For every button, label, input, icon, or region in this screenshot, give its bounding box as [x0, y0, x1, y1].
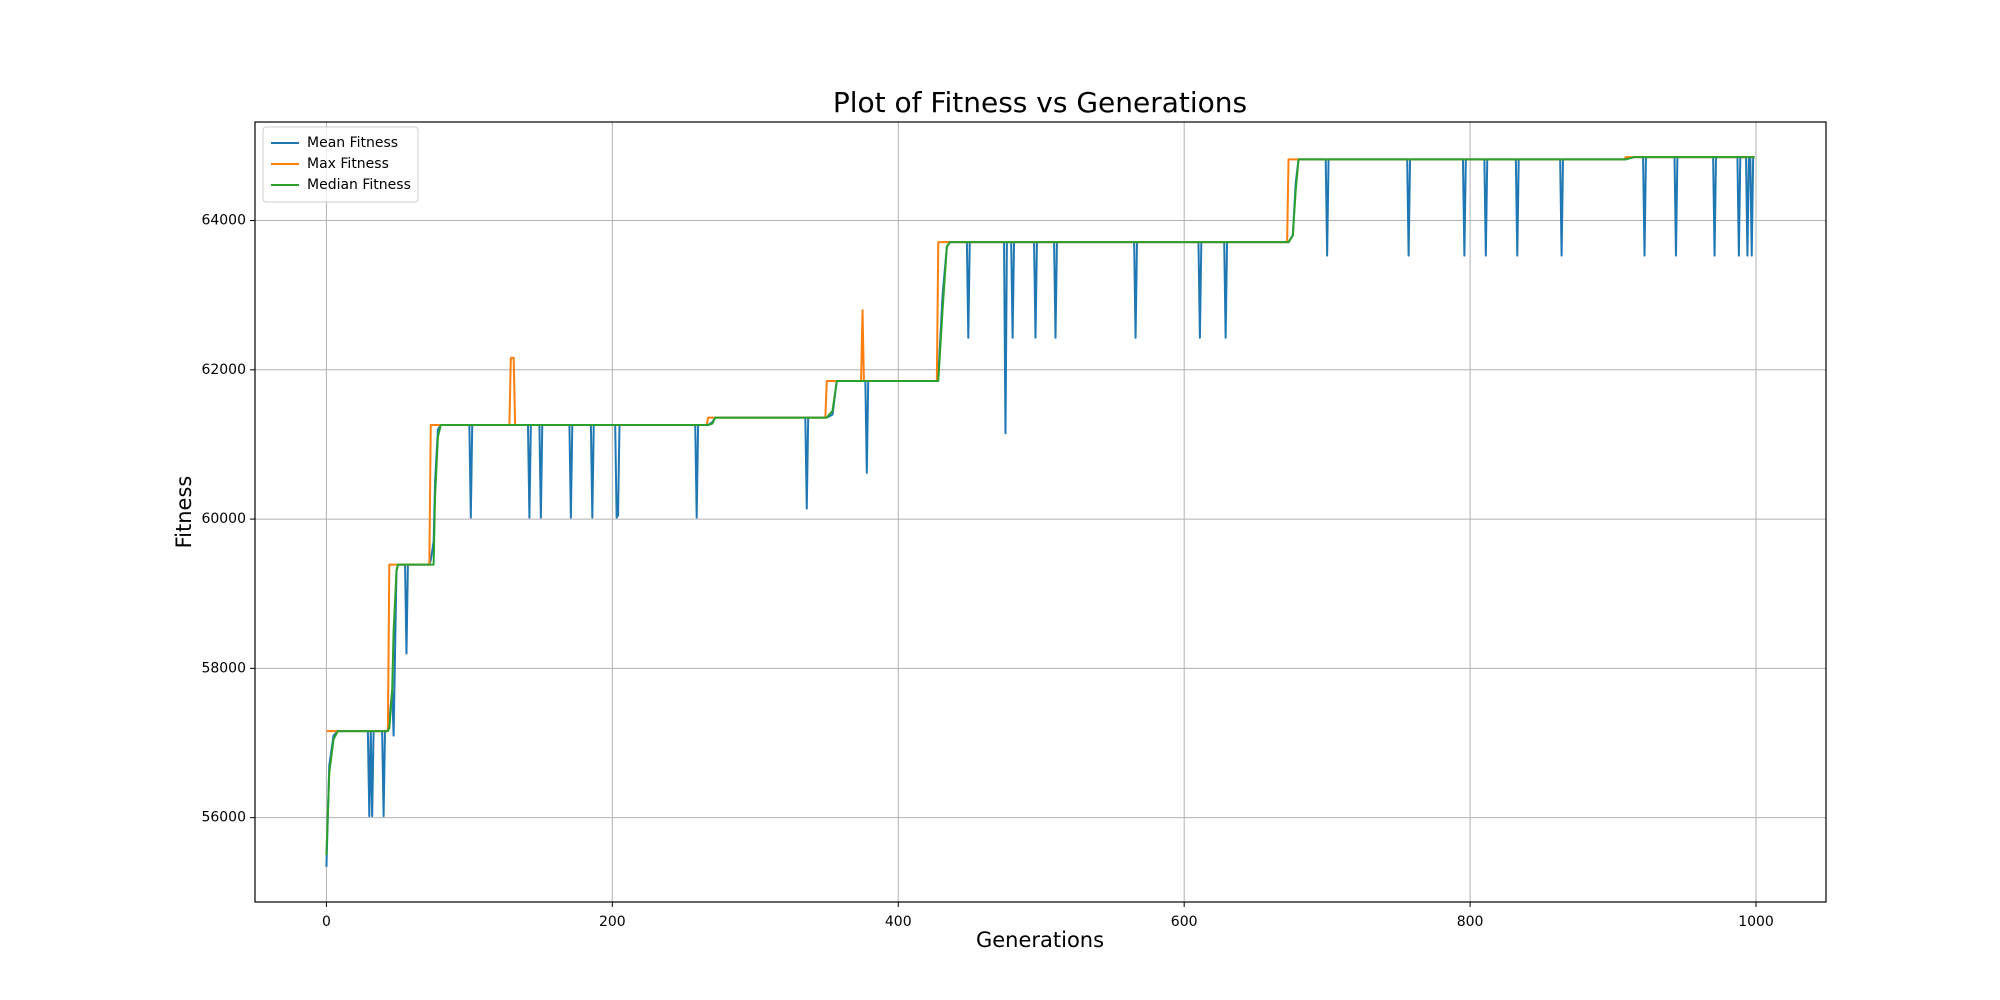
- x-tick-label: 1000: [1738, 914, 1774, 930]
- series-line: [325, 156, 1755, 856]
- y-tick-label: 62000: [201, 362, 246, 378]
- x-tick-label: 200: [599, 914, 626, 930]
- y-tick-label: 60000: [201, 511, 246, 527]
- x-axis-label: Generations: [976, 928, 1104, 952]
- plot-lines: [325, 156, 1755, 867]
- chart-title: Plot of Fitness vs Generations: [833, 86, 1247, 119]
- x-tick-label: 400: [885, 914, 912, 930]
- x-tick-label: 0: [322, 914, 331, 930]
- x-tick-label: 600: [1171, 914, 1198, 930]
- legend-label: Max Fitness: [307, 156, 389, 172]
- legend-label: Median Fitness: [307, 177, 411, 193]
- grid: [255, 122, 1826, 902]
- y-axis-label: Fitness: [172, 476, 196, 549]
- legend: Mean Fitness Max Fitness Median Fitness: [262, 126, 419, 203]
- legend-label: Mean Fitness: [307, 135, 398, 151]
- y-tick-label: 56000: [201, 810, 246, 826]
- y-tick-label: 64000: [201, 213, 246, 229]
- legend-box: [262, 126, 419, 203]
- y-tick-label: 58000: [201, 660, 246, 676]
- plot-frame: [254, 121, 1827, 903]
- x-tick-label: 800: [1457, 914, 1484, 930]
- ticks: 0 200 400 600 800 1000 56000 58000 60000 62000 640…: [201, 213, 1773, 930]
